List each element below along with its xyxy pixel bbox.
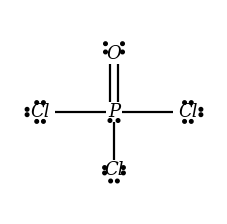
Circle shape xyxy=(108,179,112,183)
Circle shape xyxy=(121,171,125,175)
Circle shape xyxy=(25,108,29,111)
Text: O: O xyxy=(106,45,121,63)
Circle shape xyxy=(102,171,106,175)
Circle shape xyxy=(182,101,185,104)
Circle shape xyxy=(121,166,125,169)
Circle shape xyxy=(108,119,111,122)
Text: Cl: Cl xyxy=(30,103,50,121)
Circle shape xyxy=(120,42,124,45)
Text: P: P xyxy=(107,103,120,121)
Circle shape xyxy=(116,119,119,122)
Circle shape xyxy=(115,179,119,183)
Text: Cl: Cl xyxy=(177,103,197,121)
Text: Cl: Cl xyxy=(104,161,123,179)
Circle shape xyxy=(35,120,38,123)
Circle shape xyxy=(102,166,106,169)
Circle shape xyxy=(198,113,202,116)
Circle shape xyxy=(198,108,202,111)
Circle shape xyxy=(42,120,45,123)
Circle shape xyxy=(103,50,107,54)
Circle shape xyxy=(103,42,107,45)
Circle shape xyxy=(189,101,192,104)
Circle shape xyxy=(25,113,29,116)
Circle shape xyxy=(120,50,124,54)
Circle shape xyxy=(35,101,38,104)
Circle shape xyxy=(42,101,45,104)
Circle shape xyxy=(182,120,185,123)
Circle shape xyxy=(189,120,192,123)
